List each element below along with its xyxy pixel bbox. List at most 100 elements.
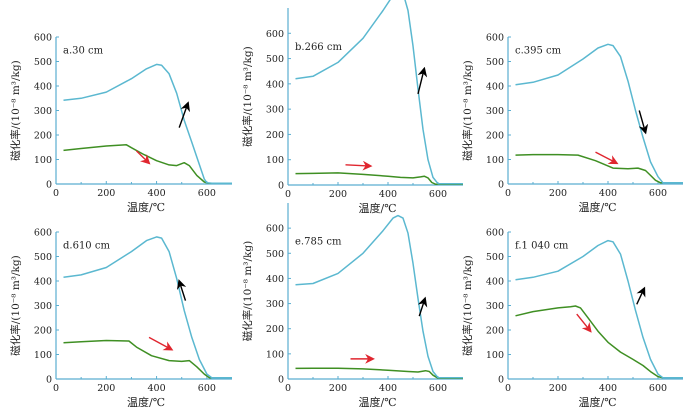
cooling-direction-arrow bbox=[638, 110, 649, 135]
y-tick-label: 600 bbox=[266, 224, 284, 235]
x-tick-label: 400 bbox=[379, 383, 397, 394]
y-tick-label: 300 bbox=[266, 299, 284, 310]
y-tick-label: 300 bbox=[266, 105, 284, 116]
series-line-heating bbox=[295, 367, 463, 379]
x-tick-label: 400 bbox=[148, 383, 166, 394]
heating-direction-arrow bbox=[576, 313, 592, 333]
x-tick-label: 200 bbox=[549, 188, 567, 199]
x-tick-label: 600 bbox=[198, 188, 216, 199]
y-tick-label: 0 bbox=[46, 180, 52, 191]
panel-3: 0 200 400 600 0 100 200 300 400 500 600 温度/℃ 磁化率/(10… bbox=[9, 228, 232, 407]
series-line-cooling bbox=[515, 239, 683, 379]
x-tick-label: 600 bbox=[649, 188, 667, 199]
series-line-cooling bbox=[295, 214, 463, 379]
x-tick-label: 200 bbox=[97, 383, 115, 394]
series-line-cooling bbox=[295, 0, 463, 185]
y-axis-title: 磁化率/(10⁻⁸ m³/kg) bbox=[9, 255, 22, 355]
x-axis-title: 温度/℃ bbox=[578, 200, 616, 214]
y-tick-label: 400 bbox=[266, 274, 284, 285]
y-tick-label: 600 bbox=[34, 228, 52, 239]
series-line-heating bbox=[295, 172, 463, 185]
y-tick-label: 200 bbox=[266, 324, 284, 335]
series-line-heating bbox=[515, 305, 683, 379]
series-line-heating bbox=[515, 153, 683, 184]
x-axis-title: 温度/℃ bbox=[358, 395, 396, 407]
x-tick-label: 200 bbox=[97, 188, 115, 199]
x-tick-label: 0 bbox=[53, 383, 59, 394]
y-axis-title: 磁化率/(10⁻⁸ m³/kg) bbox=[461, 60, 474, 160]
y-tick-label: 0 bbox=[498, 180, 504, 191]
y-tick-label: 500 bbox=[266, 54, 284, 65]
panel-4: 0 200 400 600 0 100 200 300 400 500 600 温度/℃ 磁化率/(10… bbox=[241, 203, 463, 407]
x-tick-label: 400 bbox=[599, 383, 617, 394]
y-tick-label: 400 bbox=[486, 277, 504, 288]
y-tick-label: 100 bbox=[266, 349, 284, 360]
x-tick-label: 0 bbox=[505, 383, 511, 394]
series-line-cooling bbox=[63, 63, 232, 185]
heating-direction-arrow bbox=[135, 150, 151, 165]
panel-1: 0 200 400 600 0 100 200 300 400 500 600 温度/℃ 磁化率/(10… bbox=[241, 0, 463, 215]
series-line-heating bbox=[63, 144, 232, 185]
y-tick-label: 600 bbox=[486, 33, 504, 44]
cooling-direction-arrow bbox=[417, 296, 428, 317]
x-axis-title: 温度/℃ bbox=[127, 200, 165, 214]
panel-5: 0 200 400 600 0 100 200 300 400 500 600 温度/℃ 磁化率/(10… bbox=[461, 228, 683, 407]
heating-direction-arrow bbox=[148, 336, 174, 351]
y-tick-label: 0 bbox=[278, 375, 284, 386]
x-tick-label: 400 bbox=[148, 188, 166, 199]
x-tick-label: 400 bbox=[379, 189, 397, 200]
y-tick-label: 200 bbox=[486, 131, 504, 142]
series-line-heating bbox=[63, 339, 232, 379]
series-line-cooling bbox=[63, 236, 232, 379]
x-axis-title: 温度/℃ bbox=[358, 201, 396, 215]
x-tick-label: 200 bbox=[329, 383, 347, 394]
y-tick-label: 400 bbox=[34, 277, 52, 288]
cooling-direction-arrow bbox=[178, 101, 190, 128]
y-tick-label: 100 bbox=[486, 350, 504, 361]
y-tick-label: 500 bbox=[34, 57, 52, 68]
y-tick-label: 300 bbox=[34, 106, 52, 117]
x-tick-label: 200 bbox=[549, 383, 567, 394]
panel-title: b.266 cm bbox=[295, 42, 342, 53]
x-tick-label: 0 bbox=[285, 383, 291, 394]
y-tick-label: 600 bbox=[34, 33, 52, 44]
y-tick-label: 200 bbox=[266, 130, 284, 141]
y-tick-label: 100 bbox=[34, 350, 52, 361]
y-tick-label: 600 bbox=[486, 228, 504, 239]
y-tick-label: 500 bbox=[486, 252, 504, 263]
y-tick-label: 0 bbox=[46, 375, 52, 386]
y-tick-label: 300 bbox=[486, 106, 504, 117]
y-tick-label: 200 bbox=[486, 326, 504, 337]
y-tick-label: 300 bbox=[34, 301, 52, 312]
panel-0: 0 200 400 600 0 100 200 300 400 500 600 温度/℃ 磁化率/(10… bbox=[9, 33, 232, 214]
y-tick-label: 200 bbox=[34, 131, 52, 142]
y-tick-label: 500 bbox=[266, 249, 284, 260]
y-tick-label: 400 bbox=[486, 82, 504, 93]
y-tick-label: 500 bbox=[486, 57, 504, 68]
y-tick-label: 400 bbox=[266, 79, 284, 90]
panel-title: e.785 cm bbox=[295, 237, 342, 248]
x-axis-title: 温度/℃ bbox=[578, 395, 616, 407]
panel-title: c.395 cm bbox=[515, 45, 562, 56]
y-axis-title: 磁化率/(10⁻⁸ m³/kg) bbox=[461, 255, 474, 355]
cooling-direction-arrow bbox=[636, 286, 646, 305]
heating-direction-arrow bbox=[595, 151, 619, 165]
y-tick-label: 100 bbox=[266, 155, 284, 166]
panel-title: d.610 cm bbox=[63, 240, 110, 251]
x-tick-label: 600 bbox=[429, 383, 447, 394]
y-tick-label: 600 bbox=[266, 29, 284, 40]
x-tick-label: 600 bbox=[198, 383, 216, 394]
x-tick-label: 600 bbox=[649, 383, 667, 394]
x-tick-label: 600 bbox=[429, 189, 447, 200]
x-tick-label: 200 bbox=[329, 189, 347, 200]
x-tick-label: 0 bbox=[53, 188, 59, 199]
series-line-cooling bbox=[515, 43, 683, 184]
y-tick-label: 500 bbox=[34, 252, 52, 263]
panel-2: 0 200 400 600 0 100 200 300 400 500 600 温度/℃ 磁化率/(10… bbox=[461, 33, 683, 214]
y-tick-label: 400 bbox=[34, 82, 52, 93]
x-axis-title: 温度/℃ bbox=[127, 395, 165, 407]
y-tick-label: 0 bbox=[498, 375, 504, 386]
y-tick-label: 0 bbox=[278, 181, 284, 192]
panel-title: f.1 040 cm bbox=[515, 240, 569, 251]
